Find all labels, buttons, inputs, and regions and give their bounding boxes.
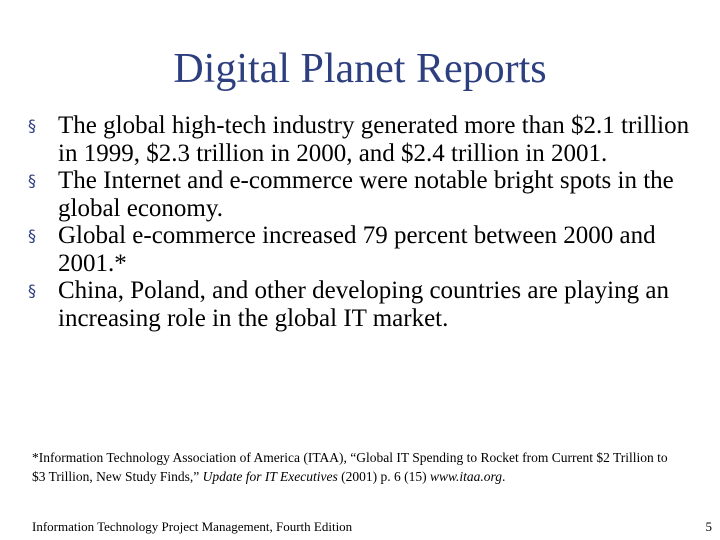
square-bullet-icon: § — [28, 226, 36, 245]
bullet-item: § The Internet and e-commerce were notab… — [28, 167, 698, 222]
footnote: *Information Technology Association of A… — [32, 448, 672, 486]
footnote-pages: (2001) p. 6 (15) — [337, 469, 430, 484]
bullet-item: § The global high-tech industry generate… — [28, 112, 698, 167]
bullet-item: § China, Poland, and other developing co… — [28, 277, 698, 332]
square-bullet-icon: § — [28, 281, 36, 300]
page-number: 5 — [705, 519, 713, 534]
bullet-text: The Internet and e-commerce were notable… — [58, 167, 674, 222]
bullet-text: Global e-commerce increased 79 percent b… — [58, 222, 656, 277]
square-bullet-icon: § — [28, 171, 36, 190]
bullet-list: § The global high-tech industry generate… — [28, 112, 698, 332]
bullet-item: § Global e-commerce increased 79 percent… — [28, 222, 698, 277]
footnote-text: *Information Technology Association of A… — [32, 450, 668, 484]
footnote-publication: Update for IT Executives — [202, 469, 338, 484]
footer-text: Information Technology Project Managemen… — [32, 519, 353, 534]
footnote-end: . — [502, 469, 506, 484]
square-bullet-icon: § — [28, 116, 36, 135]
slide-title: Digital Planet Reports — [173, 46, 547, 92]
bullet-text: The global high-tech industry generated … — [58, 112, 690, 167]
footnote-url: www.itaa.org — [429, 469, 502, 484]
bullet-text: China, Poland, and other developing coun… — [58, 277, 669, 332]
